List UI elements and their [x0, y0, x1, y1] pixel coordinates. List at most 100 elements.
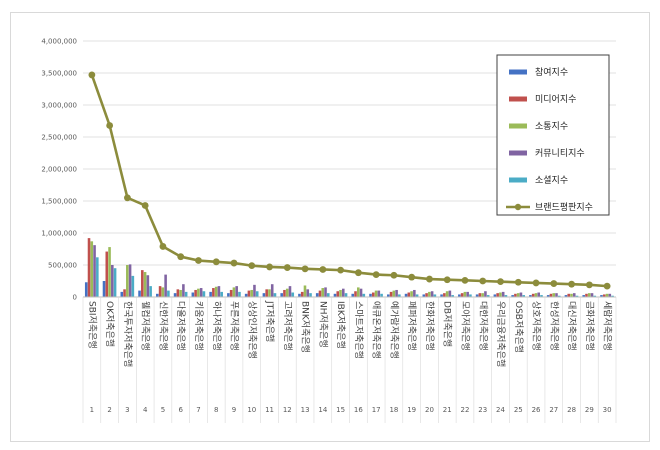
- bar-5-1: [96, 257, 99, 297]
- line-point-18: [390, 271, 398, 279]
- bar-2-7: [194, 289, 197, 297]
- line-point-9: [230, 259, 238, 267]
- category-label: 신한저축은행: [157, 301, 169, 351]
- bar-5-7: [202, 291, 206, 297]
- bar-3-29: [587, 293, 591, 297]
- bar-4-9: [235, 286, 238, 297]
- bar-5-25: [522, 295, 526, 297]
- bar-3-28: [570, 293, 573, 297]
- legend-swatch: [509, 123, 527, 129]
- category-label: DB저축은행: [442, 301, 454, 347]
- rank-label: 27: [549, 406, 558, 414]
- rank-label: 23: [478, 406, 487, 414]
- bar-1-6: [173, 293, 177, 297]
- bar-1-17: [369, 293, 372, 297]
- line-point-23: [479, 277, 487, 285]
- bar-4-17: [377, 290, 381, 297]
- bar-4-20: [430, 291, 434, 297]
- bar-3-20: [428, 291, 431, 297]
- line-point-1: [88, 71, 96, 79]
- legend-swatch: [509, 150, 527, 156]
- bar-2-1: [87, 238, 91, 297]
- bar-2-17: [371, 292, 375, 297]
- bar-4-4: [146, 275, 150, 297]
- bar-1-4: [138, 290, 141, 297]
- bar-1-14: [315, 293, 319, 297]
- bar-4-5: [164, 274, 167, 297]
- bar-5-20: [433, 294, 437, 297]
- bar-4-21: [448, 290, 452, 297]
- bar-2-14: [318, 290, 322, 297]
- category-label: 세람저축은행: [602, 301, 614, 351]
- bar-2-21: [443, 293, 446, 297]
- category-label: 상상인저축은행: [246, 301, 258, 359]
- bar-3-2: [108, 247, 111, 297]
- line-point-6: [177, 253, 185, 261]
- bar-5-4: [149, 286, 152, 297]
- bar-1-13: [298, 293, 301, 297]
- category-label: 하나저축은행: [211, 301, 223, 351]
- category-label: 스마트저축은행: [353, 301, 365, 359]
- category-label: OSB저축은행: [513, 301, 525, 353]
- bar-3-18: [392, 290, 396, 297]
- rank-label: 12: [283, 406, 292, 414]
- line-series: [88, 71, 611, 290]
- rank-label: 22: [461, 406, 470, 414]
- bar-5-19: [415, 294, 419, 297]
- bar-4-18: [395, 289, 398, 297]
- line-point-5: [159, 243, 167, 250]
- category-label: 한화저축은행: [424, 301, 436, 351]
- bar-1-22: [458, 294, 461, 297]
- line-point-10: [248, 262, 256, 270]
- legend-box: [496, 54, 610, 216]
- bar-1-24: [493, 294, 497, 297]
- bar-1-21: [440, 294, 443, 297]
- legend-label: 커뮤니티지수: [535, 148, 585, 159]
- legend-label: 소통지수: [535, 121, 568, 132]
- bar-4-27: [555, 293, 558, 297]
- bar-2-16: [354, 291, 357, 297]
- bar-4-14: [324, 287, 327, 297]
- category-label: 금화저축은행: [584, 301, 596, 351]
- legend-swatch: [509, 96, 527, 102]
- rank-label: 20: [425, 406, 434, 414]
- rank-label: 16: [354, 406, 363, 414]
- rank-label: 25: [514, 406, 523, 414]
- legend-label: 참여지수: [535, 66, 568, 78]
- bar-1-11: [262, 293, 266, 297]
- bar-3-4: [143, 272, 147, 297]
- bar-4-3: [128, 264, 132, 297]
- bar-2-24: [496, 293, 499, 297]
- x-axis: SBI저축은행 1 OK저축은행 2 한국투자저축은행 3 웰컴저축은행 4 신한저축은행 5 다올…: [82, 296, 617, 423]
- bar-2-25: [514, 293, 517, 297]
- bar-5-3: [131, 275, 135, 297]
- bar-1-26: [529, 295, 532, 297]
- bar-4-1: [93, 245, 96, 297]
- brand-reputation-chart: 0 500,000 1,000,000 1,500,000 2,000,000 2,500…: [41, 38, 617, 423]
- bar-2-27: [549, 293, 553, 297]
- line-point-8: [212, 258, 220, 266]
- bar-5-26: [540, 295, 543, 297]
- bar-1-15: [333, 293, 337, 297]
- rank-label: 11: [265, 406, 274, 414]
- bar-3-27: [552, 293, 556, 297]
- bar-4-8: [217, 286, 221, 297]
- rank-label: 18: [389, 406, 398, 414]
- bar-3-12: [285, 288, 289, 297]
- bar-3-23: [481, 293, 484, 297]
- bar-2-12: [283, 289, 286, 297]
- bar-3-26: [534, 293, 538, 297]
- y-tick-label: 1,000,000: [41, 230, 77, 238]
- bar-5-27: [557, 295, 561, 297]
- bar-5-10: [255, 291, 259, 297]
- category-label: SBI저축은행: [86, 301, 98, 349]
- bar-3-22: [463, 291, 467, 297]
- bar-4-11: [270, 284, 274, 297]
- bar-3-7: [197, 288, 200, 297]
- bar-3-9: [232, 287, 236, 297]
- bar-2-22: [460, 293, 464, 297]
- line-point-15: [337, 266, 345, 274]
- category-label: 푸른저축은행: [229, 301, 241, 351]
- rank-label: 10: [247, 406, 256, 414]
